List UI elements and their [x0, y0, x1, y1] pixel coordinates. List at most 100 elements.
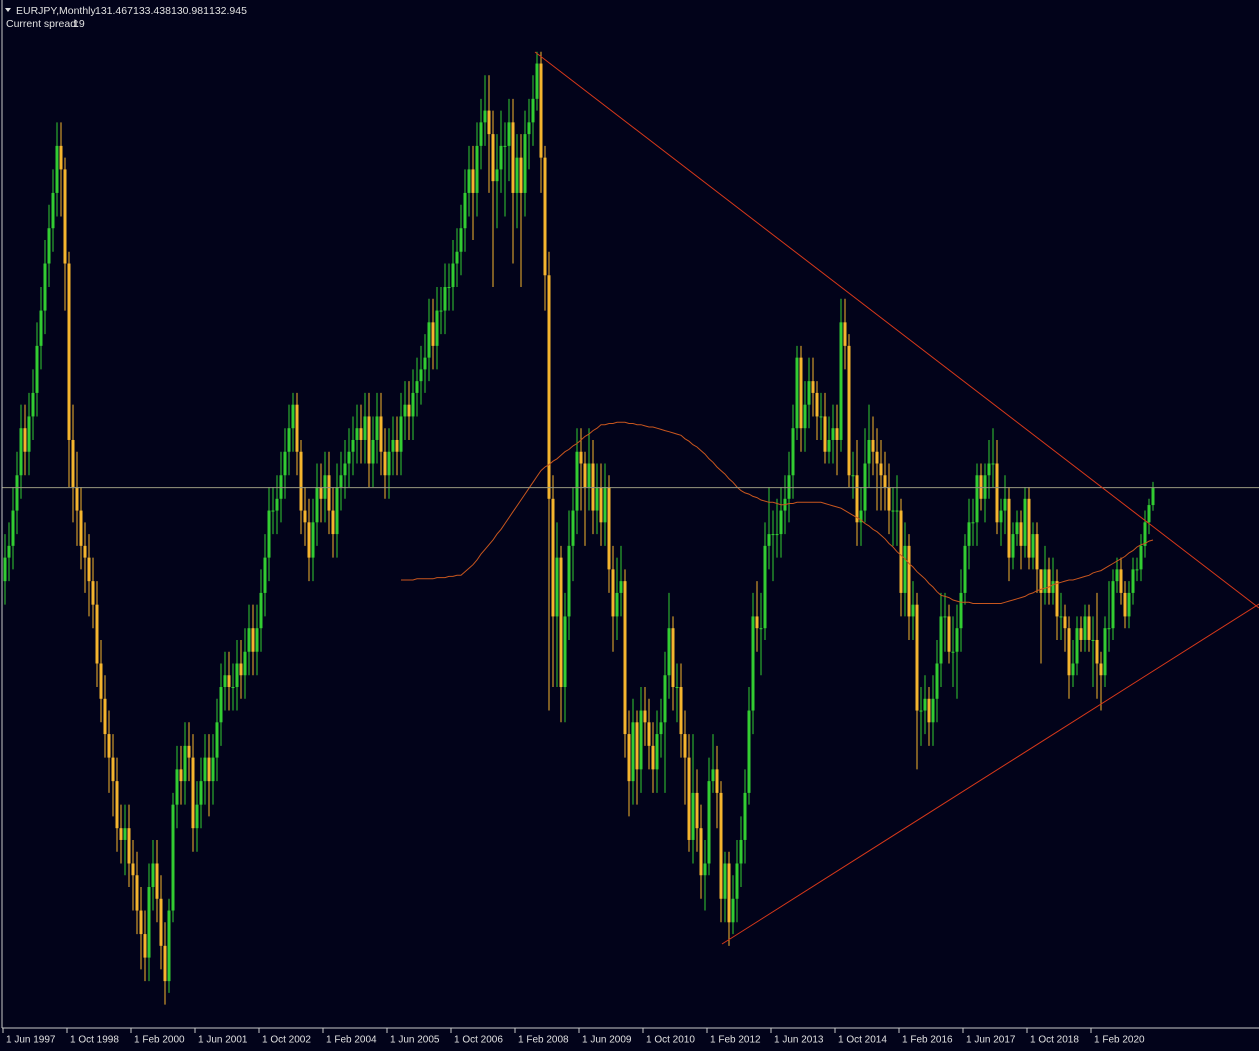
trend-line	[721, 603, 1259, 945]
x-tick-label: 1 Feb 2008	[518, 1035, 569, 1046]
candle-body	[295, 404, 299, 452]
candle-body	[859, 510, 863, 523]
candle-body	[251, 628, 255, 652]
collapse-arrow[interactable]	[5, 8, 11, 12]
candle-body	[1035, 534, 1039, 570]
candle-body	[911, 604, 915, 617]
candle-body	[739, 839, 743, 864]
candle-body	[527, 122, 531, 135]
candle-body	[163, 945, 167, 982]
candle-body	[259, 592, 263, 629]
candle-body	[223, 675, 227, 688]
candle-body	[707, 781, 711, 864]
candle-body	[147, 887, 151, 958]
candle-body	[435, 310, 439, 346]
x-tick-label: 1 Oct 2010	[646, 1035, 695, 1046]
candle-body	[279, 475, 283, 499]
candle-body	[983, 475, 987, 499]
candle-body	[247, 628, 251, 652]
candle-body	[543, 157, 547, 276]
candle-body	[323, 475, 327, 499]
candle-body	[415, 381, 419, 393]
candle-body	[159, 898, 163, 946]
candle-body	[451, 263, 455, 288]
candle-body	[675, 687, 679, 689]
candle-body	[215, 722, 219, 758]
candle-body	[495, 169, 499, 182]
candle-body	[59, 145, 63, 170]
candle-body	[383, 451, 387, 476]
x-tick-label: 1 Oct 1998	[70, 1035, 119, 1046]
candle-body	[851, 475, 855, 477]
candle-body	[715, 769, 719, 793]
candle-body	[127, 828, 131, 864]
trend-line	[534, 51, 1259, 609]
candle-body	[391, 439, 395, 452]
candle-body	[343, 463, 347, 476]
candle-body	[1075, 628, 1079, 664]
candle-body	[635, 722, 639, 770]
candle-body	[75, 487, 79, 511]
candle-body	[471, 169, 475, 193]
candle-body	[587, 463, 591, 488]
candle-body	[855, 475, 859, 523]
candle-body	[1135, 569, 1139, 571]
candle-body	[887, 487, 891, 511]
candle-body	[631, 722, 635, 782]
candle-body	[563, 616, 567, 688]
candle-body	[1023, 498, 1027, 546]
candle-body	[191, 757, 195, 829]
candle-body	[303, 510, 307, 523]
candle-body	[387, 451, 391, 476]
candle-body	[91, 581, 95, 605]
candle-body	[699, 828, 703, 876]
candle-body	[99, 663, 103, 699]
candle-body	[883, 475, 887, 488]
x-tick-label: 1 Jun 2001	[198, 1035, 248, 1046]
candle-body	[1039, 569, 1043, 593]
candle-body	[339, 475, 343, 488]
candle-body	[927, 698, 931, 723]
candle-body	[107, 734, 111, 758]
candle-body	[1063, 616, 1067, 629]
candle-body	[175, 769, 179, 805]
candle-body	[1095, 639, 1099, 664]
spread-label: Current spread:	[6, 18, 79, 30]
candle-body	[643, 710, 647, 723]
candle-body	[87, 557, 91, 582]
candle-body	[1083, 616, 1087, 640]
candle-body	[575, 451, 579, 511]
x-tick-label: 1 Jun 2017	[966, 1035, 1016, 1046]
candle-body	[267, 510, 271, 558]
candle-body	[711, 769, 715, 782]
candle-body	[531, 98, 535, 123]
candle-body	[523, 134, 527, 193]
candle-body	[947, 616, 951, 652]
candle-body	[703, 863, 707, 876]
candle-body	[375, 416, 379, 440]
candle-body	[1131, 569, 1135, 593]
candle-body	[1151, 487, 1155, 506]
candle-body	[299, 451, 303, 511]
candle-body	[695, 792, 699, 829]
candle-body	[663, 675, 667, 723]
candle-body	[311, 522, 315, 558]
candle-body	[547, 275, 551, 499]
candle-body	[51, 192, 55, 229]
candle-body	[899, 510, 903, 593]
candle-body	[595, 487, 599, 511]
candle-body	[19, 428, 23, 476]
candle-body	[1007, 498, 1011, 558]
candle-body	[115, 781, 119, 829]
candle-body	[743, 792, 747, 840]
x-tick-label: 1 Jun 2005	[390, 1035, 440, 1046]
candle-body	[991, 463, 995, 465]
candle-body	[539, 63, 543, 158]
candle-body	[1079, 628, 1083, 640]
candle-body	[1111, 581, 1115, 629]
candle-body	[367, 416, 371, 464]
candle-body	[83, 545, 87, 558]
candle-body	[735, 863, 739, 899]
candle-body	[407, 404, 411, 417]
